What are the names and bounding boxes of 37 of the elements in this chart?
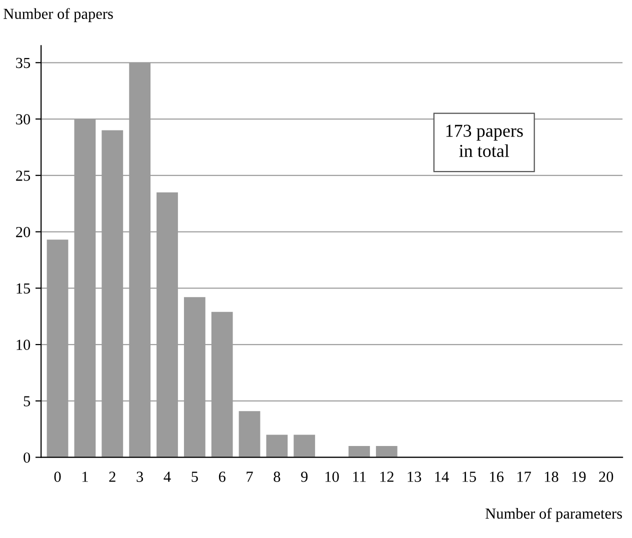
x-tick-label: 12: [380, 472, 394, 482]
y-tick-label: 10: [16, 340, 30, 350]
x-tick-label: 1: [82, 472, 88, 482]
bar: [376, 446, 398, 458]
x-tick-label: 13: [408, 472, 422, 482]
bar: [348, 446, 370, 458]
x-tick-label: 11: [353, 472, 366, 482]
x-tick-label: 14: [435, 472, 449, 482]
x-tick-label: 7: [246, 472, 253, 482]
x-tick-label: 9: [301, 472, 308, 482]
y-axis-title: Number of papers: [4, 8, 113, 22]
bar: [238, 411, 260, 458]
x-tick-label: 17: [517, 472, 531, 482]
y-tick-label: 30: [16, 114, 30, 124]
bar: [266, 434, 288, 458]
x-tick-label: 5: [192, 472, 198, 482]
x-tick-label: 4: [164, 472, 171, 482]
annotation: 173 papers in total: [446, 124, 523, 158]
x-tick-label: 15: [462, 472, 476, 482]
x-tick-label: 8: [274, 472, 280, 482]
x-tick-label: 6: [218, 472, 226, 482]
y-tick-label: 25: [16, 170, 30, 181]
y-tick-label: 5: [24, 396, 30, 406]
x-tick-label: 18: [544, 472, 558, 482]
x-tick-label: 19: [572, 472, 586, 482]
x-tick-label: 20: [599, 472, 614, 482]
bar: [294, 434, 316, 458]
y-tick-label: 0: [24, 452, 30, 463]
y-tick-label: 35: [16, 58, 30, 68]
x-tick-label: 0: [54, 472, 61, 482]
y-tick-label: 20: [16, 226, 30, 238]
y-tick-label: 15: [16, 283, 30, 294]
x-tick-label: 16: [490, 472, 504, 482]
x-tick-label: 10: [326, 472, 339, 482]
x-axis-title: Number of parameters: [486, 508, 622, 522]
x-tick-label: 2: [109, 472, 116, 482]
x-tick-label: 3: [136, 472, 144, 482]
